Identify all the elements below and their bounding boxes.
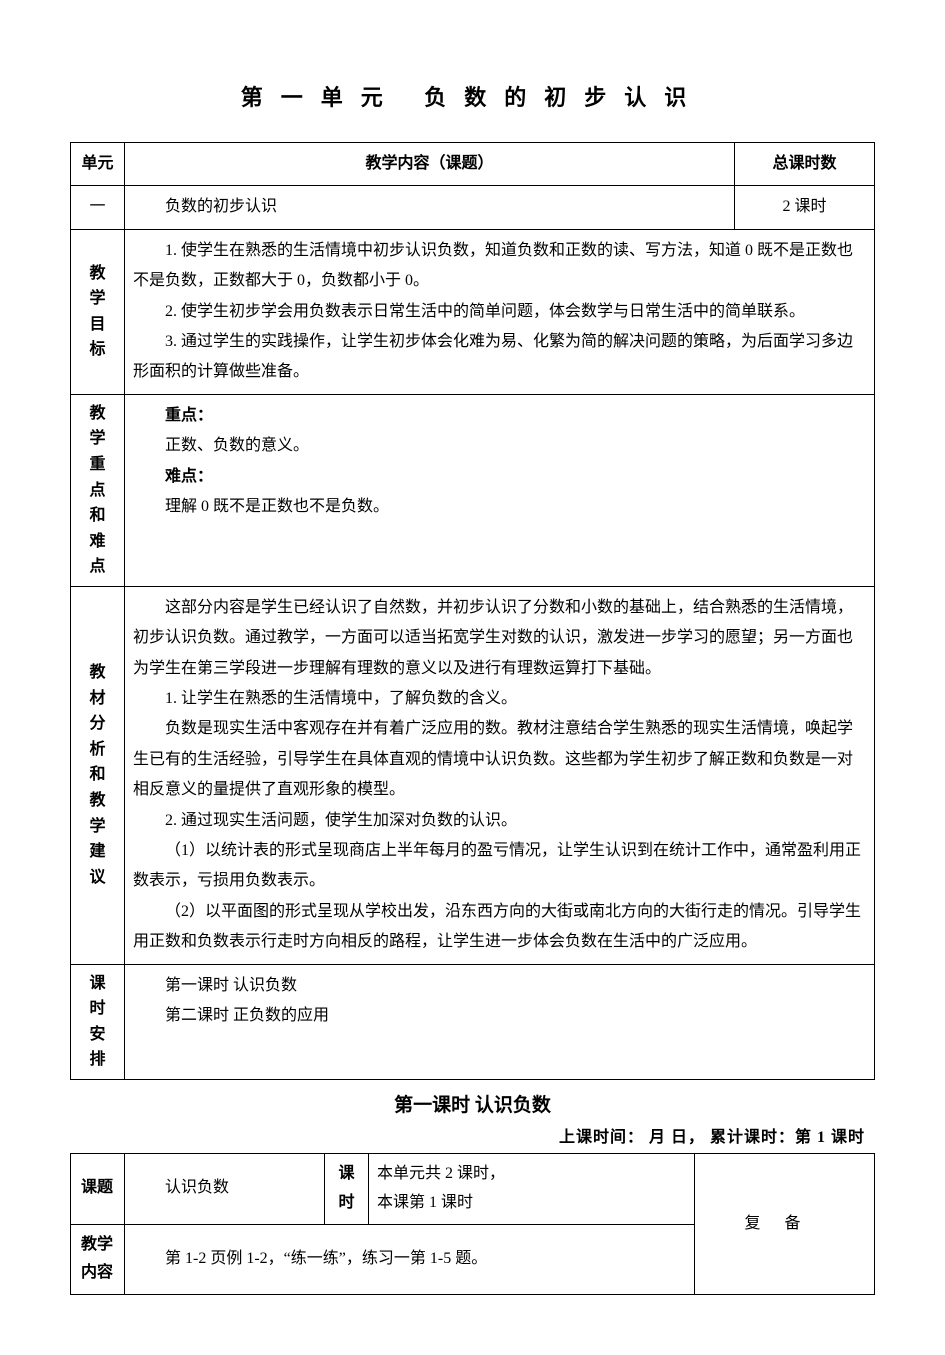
kp-head-2: 难点：	[133, 462, 866, 492]
lesson-row1-keshi-value: 本单元共 2 课时， 本课第 1 课时	[369, 1153, 695, 1224]
analysis-p2: 1. 让学生在熟悉的生活情境中，了解负数的含义。	[133, 684, 866, 714]
analysis-p1: 这部分内容是学生已经认识了自然数，并初步认识了分数和小数的基础上，结合熟悉的生活…	[133, 593, 866, 684]
lesson-meta: 上课时间： 月 日， 累计课时：第 1 课时	[70, 1123, 865, 1147]
goal-label: 教学目标	[71, 229, 125, 394]
analysis-body: 这部分内容是学生已经认识了自然数，并初步认识了分数和小数的基础上，结合熟悉的生活…	[125, 586, 875, 964]
header-unit: 单元	[71, 143, 125, 186]
lesson-row1-label: 课题	[71, 1153, 125, 1224]
goal-2: 2. 使学生初步学会用负数表示日常生活中的简单问题，体会数学与日常生活中的简单联…	[133, 297, 866, 327]
keypoint-body: 重点： 正数、负数的意义。 难点： 理解 0 既不是正数也不是负数。	[125, 394, 875, 586]
lesson-row2-value: 第 1-2 页例 1-2，“练一练”，练习一第 1-5 题。	[125, 1224, 695, 1295]
kp-head-1: 重点：	[133, 401, 866, 431]
schedule-1: 第一课时 认识负数	[133, 971, 866, 1001]
lesson-row2-label: 教学内容	[71, 1224, 125, 1295]
goal-3: 3. 通过学生的实践操作，让学生初步体会化难为易、化繁为简的解决问题的策略，为后…	[133, 327, 866, 388]
analysis-p3: 负数是现实生活中客观存在并有着广泛应用的数。教材注意结合学生熟悉的现实生活情境，…	[133, 714, 866, 805]
page-title: 第一单元 负数的初步认识	[70, 80, 875, 112]
schedule-2: 第二课时 正负数的应用	[133, 1001, 866, 1031]
goal-body: 1. 使学生在熟悉的生活情境中初步认识负数，知道负数和正数的读、写方法，知道 0…	[125, 229, 875, 394]
lesson-heading: 第一课时 认识负数	[70, 1090, 875, 1117]
schedule-body: 第一课时 认识负数 第二课时 正负数的应用	[125, 964, 875, 1079]
schedule-label: 课时安排	[71, 964, 125, 1079]
lesson-fubei: 复备	[695, 1153, 875, 1294]
unit-no: 一	[71, 186, 125, 229]
header-hours: 总课时数	[735, 143, 875, 186]
lesson-row1-value: 认识负数	[125, 1153, 325, 1224]
lesson-table: 课题 认识负数 课时 本单元共 2 课时， 本课第 1 课时 复备 教学内容 第…	[70, 1153, 875, 1295]
kp-body-1: 正数、负数的意义。	[133, 431, 866, 461]
analysis-p6: （2）以平面图的形式呈现从学校出发，沿东西方向的大街或南北方向的大街行走的情况。…	[133, 897, 866, 958]
kp-body-2: 理解 0 既不是正数也不是负数。	[133, 492, 866, 522]
analysis-p5: （1）以统计表的形式呈现商店上半年每月的盈亏情况，让学生认识到在统计工作中，通常…	[133, 836, 866, 897]
goal-1: 1. 使学生在熟悉的生活情境中初步认识负数，知道负数和正数的读、写方法，知道 0…	[133, 236, 866, 297]
unit-topic: 负数的初步认识	[125, 186, 735, 229]
keypoint-label: 教学重点 和难点	[71, 394, 125, 586]
header-content: 教学内容（课题）	[125, 143, 735, 186]
lesson-row1-keshi-label: 课时	[325, 1153, 369, 1224]
unit-table: 单元 教学内容（课题） 总课时数 一 负数的初步认识 2 课时 教学目标 1. …	[70, 142, 875, 1080]
unit-hours: 2 课时	[735, 186, 875, 229]
analysis-p4: 2. 通过现实生活问题，使学生加深对负数的认识。	[133, 806, 866, 836]
analysis-label: 教材分析 和教学建议	[71, 586, 125, 964]
